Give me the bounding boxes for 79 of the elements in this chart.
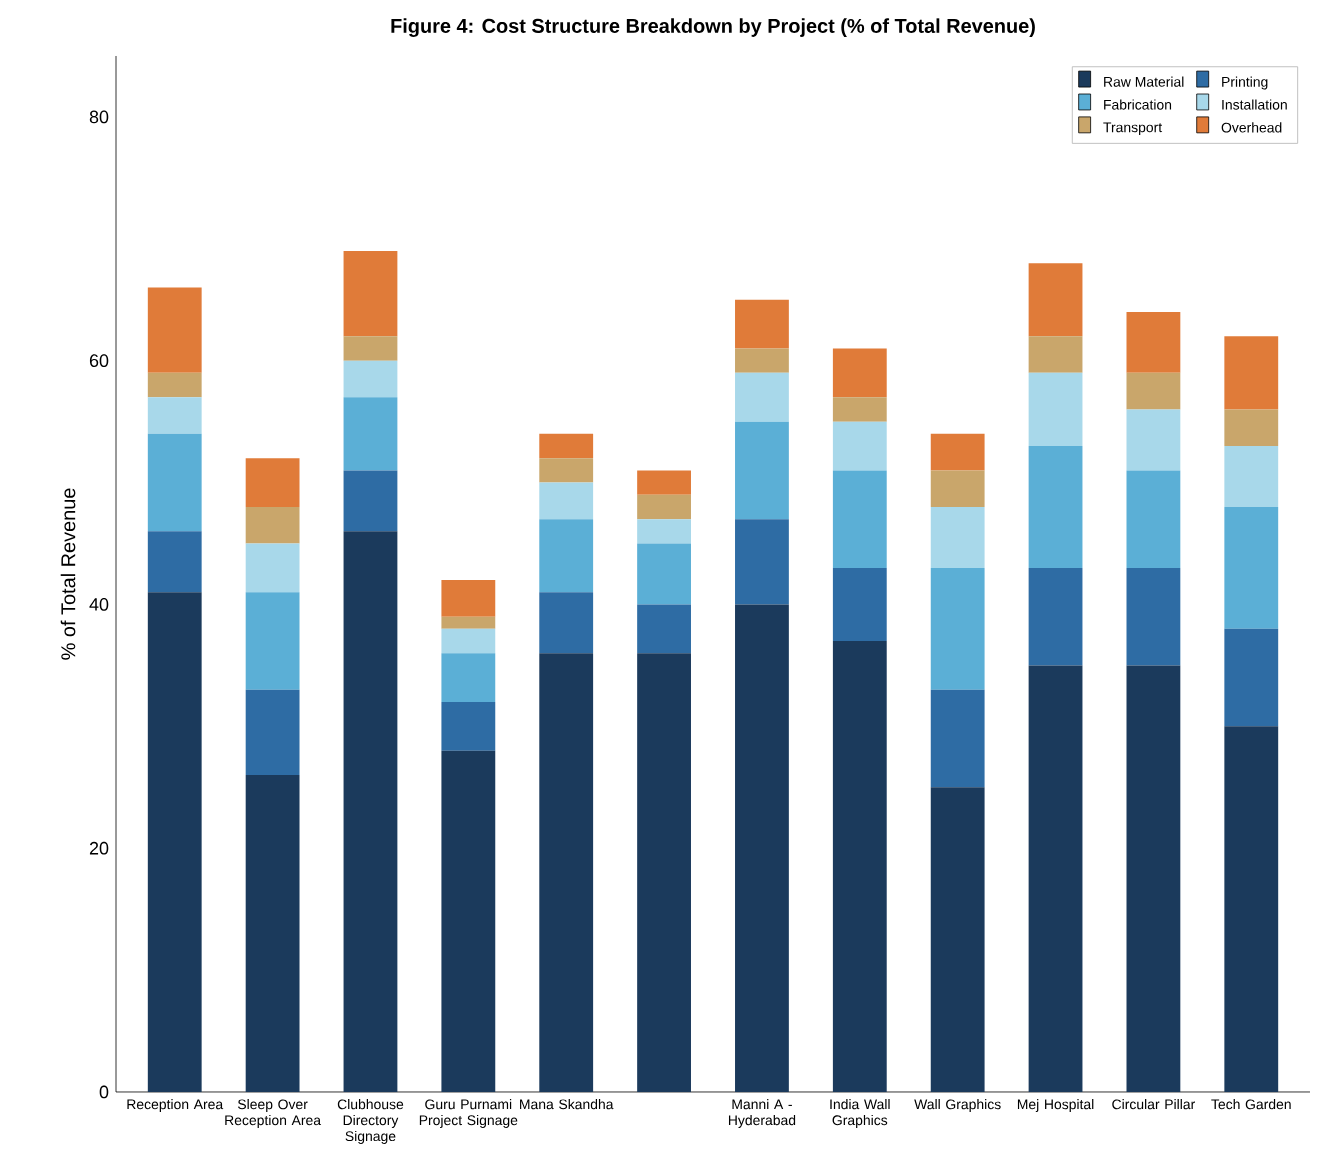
bar (735, 372, 789, 422)
bar (245, 689, 300, 775)
bar (930, 787, 985, 1092)
bar (930, 567, 985, 690)
bar (735, 299, 789, 349)
bar (343, 531, 398, 1092)
bar (637, 604, 691, 653)
bar (245, 506, 300, 544)
bar (441, 652, 496, 702)
bar (441, 701, 496, 751)
bar (343, 360, 398, 398)
bar (735, 348, 789, 373)
bar (441, 628, 496, 653)
bar (1028, 262, 1083, 337)
bar (1126, 311, 1181, 373)
bar (539, 652, 594, 1092)
y-tick-label: 60 (89, 354, 109, 367)
y-tick-label: 80 (89, 110, 109, 124)
bar (637, 518, 691, 544)
bar (539, 518, 594, 593)
bar (245, 774, 300, 1092)
bar (1126, 372, 1181, 410)
bar (343, 397, 398, 471)
bar (1028, 336, 1083, 373)
bar (1028, 567, 1083, 666)
bar (1126, 470, 1181, 568)
bar (147, 287, 202, 373)
bar (930, 689, 985, 788)
bar (539, 592, 594, 653)
bar (930, 433, 985, 471)
bar (832, 567, 887, 641)
bar (1126, 409, 1181, 471)
bar (832, 348, 887, 398)
y-tick-label: 0 (99, 1085, 109, 1099)
bar (1224, 726, 1279, 1092)
bar (1028, 372, 1083, 446)
bar (735, 604, 789, 1092)
bar (1028, 445, 1083, 568)
bar (1126, 665, 1181, 1092)
bar (637, 652, 691, 1092)
bar (637, 543, 691, 605)
bar (735, 421, 789, 519)
bar (637, 494, 691, 519)
bar (832, 421, 887, 471)
bar (147, 372, 202, 398)
bar (930, 506, 985, 568)
bar (245, 457, 300, 507)
y-tick-label: 20 (89, 841, 109, 855)
bar (343, 250, 398, 337)
bar (1224, 628, 1279, 727)
bar (245, 543, 300, 593)
bar (1224, 336, 1279, 410)
bar (832, 470, 887, 568)
bar (1126, 567, 1181, 666)
bar (539, 482, 594, 519)
bar (735, 518, 789, 605)
bar (441, 579, 496, 617)
bar (147, 531, 202, 593)
bar (1224, 445, 1279, 507)
chart-title: Figure 4: Cost Structure Breakdown by Project (% of Total Revenue) (391, 18, 1035, 37)
bar (441, 616, 496, 629)
y-tick-label: 40 (89, 597, 109, 611)
bar (245, 592, 300, 690)
bar (147, 592, 202, 1092)
bar (147, 433, 202, 532)
y-axis-title: % of Total Revenue (60, 488, 76, 660)
bar (637, 470, 691, 495)
bar (343, 336, 398, 361)
bar (539, 433, 594, 458)
bar (441, 750, 496, 1092)
bar (147, 397, 202, 434)
bar (1224, 506, 1279, 629)
bar (832, 397, 887, 422)
bar (930, 470, 985, 507)
bar (343, 470, 398, 532)
bar (1224, 409, 1279, 446)
bar (1028, 665, 1083, 1092)
bar (539, 457, 594, 483)
bar (832, 640, 887, 1092)
